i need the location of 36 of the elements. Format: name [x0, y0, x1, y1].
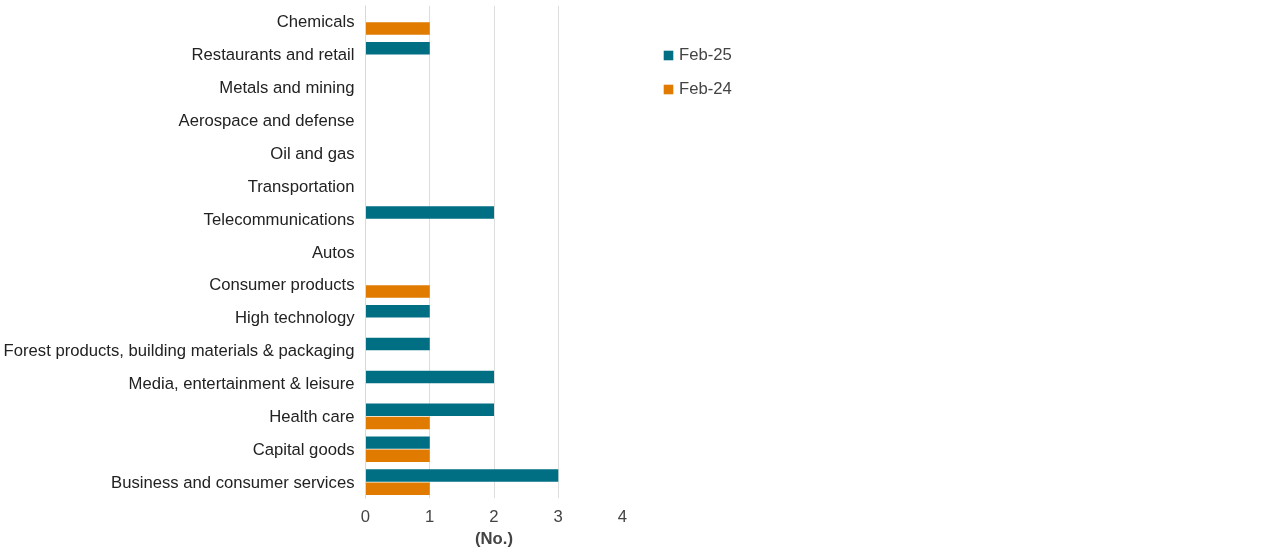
y-tick-label: Metals and mining	[219, 78, 355, 98]
y-tick-label: Transportation	[247, 176, 355, 196]
bar	[365, 436, 430, 449]
bar	[365, 416, 430, 430]
bar	[365, 206, 494, 219]
x-tick-label: 0	[360, 506, 371, 526]
y-tick-label: Business and consumer services	[111, 472, 355, 492]
legend-label: Feb-24	[679, 79, 732, 99]
y-tick-label: Aerospace and defense	[178, 111, 355, 131]
legend-label: Feb-25	[679, 45, 732, 65]
x-tick-label: 1	[425, 506, 435, 526]
bar	[365, 370, 494, 384]
bar	[365, 469, 559, 482]
y-tick-label: Health care	[269, 406, 355, 426]
bar	[365, 304, 430, 318]
y-tick-label: Oil and gas	[270, 143, 355, 163]
y-tick-label: High technology	[235, 308, 356, 328]
y-tick-label: Consumer products	[209, 275, 355, 295]
y-tick-label: Restaurants and retail	[191, 45, 355, 65]
y-tick-label: Forest products, building materials & packaging	[3, 341, 355, 361]
y-tick-label: Capital goods	[252, 439, 355, 459]
y-tick-label: Media, entertainment & leisure	[128, 373, 355, 393]
y-tick-label: Autos	[311, 242, 355, 262]
bar	[365, 449, 430, 463]
x-axis-title: (No.)	[475, 528, 513, 548]
x-tick-label: 3	[553, 506, 563, 526]
bar	[365, 22, 430, 35]
bar	[365, 337, 430, 351]
y-tick-label: Chemicals	[276, 12, 355, 32]
bar	[365, 482, 430, 495]
x-tick-label: 2	[489, 506, 499, 526]
bar	[365, 41, 430, 55]
x-tick-label: 4	[617, 506, 628, 526]
y-tick-label: Telecommunications	[203, 209, 355, 229]
bar	[365, 403, 494, 416]
bar	[365, 285, 430, 298]
